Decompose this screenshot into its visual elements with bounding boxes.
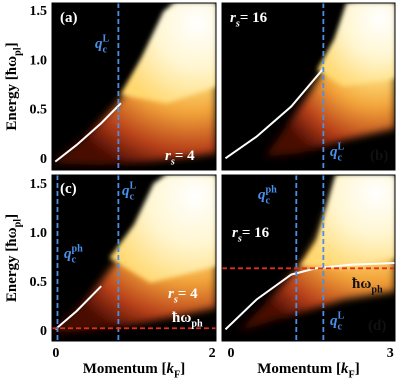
annotation: (a) [60, 10, 78, 26]
panel [222, 175, 395, 341]
annotation: s [237, 234, 242, 245]
dispersion-line [224, 261, 395, 331]
x-axis-label-part: k [167, 361, 175, 377]
x-axis-label-part: F [174, 370, 180, 379]
dispersion-line [54, 285, 102, 331]
x-tick-label: 0 [228, 346, 235, 361]
y-axis-label-part: pl [13, 47, 24, 56]
y-tick-label: 1.5 [30, 177, 48, 192]
annotation: r [165, 148, 171, 164]
annotation: ph [72, 243, 84, 254]
annotation: c [130, 192, 135, 203]
annotation: s [235, 19, 240, 30]
y-axis-label-part: ] [4, 214, 20, 219]
y-axis-label-part: ħω [4, 227, 20, 246]
panel-frame [51, 174, 217, 342]
y-axis-label-part: Energy [ [4, 75, 20, 130]
panel-frame [51, 2, 217, 171]
annotation: s [170, 157, 175, 168]
dispersion-line [224, 69, 324, 160]
annotation: ph [266, 184, 278, 195]
annotation: q [330, 144, 338, 160]
annotation: c [338, 322, 343, 333]
annotation: q [64, 246, 72, 262]
x-tick-label: 3 [387, 346, 394, 361]
annotation: r [168, 286, 174, 302]
annotation: q [122, 183, 130, 199]
panel [52, 3, 216, 170]
annotation: = 4 [175, 148, 195, 164]
annotation: r [230, 10, 236, 26]
annotation: q [95, 36, 103, 52]
x-axis-label: Momentum [k F] [83, 361, 185, 379]
panel-frame [221, 2, 396, 171]
annotation: L [103, 33, 110, 44]
x-axis-label-part: F [349, 370, 355, 379]
annotation: c [72, 255, 77, 266]
annotation: L [130, 180, 137, 191]
annotation: c [103, 45, 108, 56]
y-axis-label-part: Energy [ [4, 247, 20, 302]
dispersion-line [54, 102, 122, 163]
annotation: ph [191, 319, 203, 330]
annotation: c [266, 196, 271, 207]
annotation: c [338, 153, 343, 164]
y-tick-label: 0 [40, 152, 47, 167]
annotation: L [338, 310, 345, 321]
annotation: ħω [352, 276, 371, 292]
x-tick-label: 0 [52, 346, 59, 361]
annotation: = 4 [178, 286, 198, 302]
panel [222, 3, 395, 170]
panel [52, 175, 216, 341]
x-axis-label-part: Momentum [ [83, 361, 167, 377]
annotation: (d) [368, 318, 386, 334]
y-tick-label: 0.5 [30, 275, 48, 290]
annotation: (b) [370, 148, 388, 164]
x-tick-label: 2 [209, 346, 216, 361]
panel-frame [221, 174, 396, 342]
annotation: L [338, 141, 345, 152]
x-axis-label: Momentum [k F] [257, 361, 359, 379]
annotation: s [173, 295, 178, 306]
y-axis-label-part: ħω [4, 56, 20, 75]
annotation: ħω [172, 310, 191, 326]
y-axis-label-part: ] [4, 42, 20, 47]
x-axis-label-part: Momentum [ [257, 361, 341, 377]
spectral-peak [299, 175, 395, 268]
spectral-peak [109, 175, 216, 283]
annotation: q [258, 187, 266, 203]
annotation: ph [371, 285, 383, 296]
annotation: (c) [60, 181, 77, 197]
y-tick-label: 1.0 [30, 53, 48, 68]
annotation: = 16 [242, 225, 270, 241]
annotation: r [232, 225, 238, 241]
y-tick-label: 1.5 [30, 4, 48, 19]
x-axis-label-part: ] [180, 361, 185, 377]
spectral-peak [317, 3, 395, 87]
y-tick-label: 0 [40, 324, 47, 339]
y-tick-label: 1.0 [30, 226, 48, 241]
y-tick-label: 0.5 [30, 103, 48, 118]
annotation: = 16 [240, 10, 268, 26]
annotation: q [330, 313, 338, 329]
y-axis-label-part: pl [13, 219, 24, 228]
x-axis-label-part: k [341, 361, 349, 377]
spectral-peak [120, 3, 216, 104]
x-axis-label-part: ] [355, 361, 360, 377]
